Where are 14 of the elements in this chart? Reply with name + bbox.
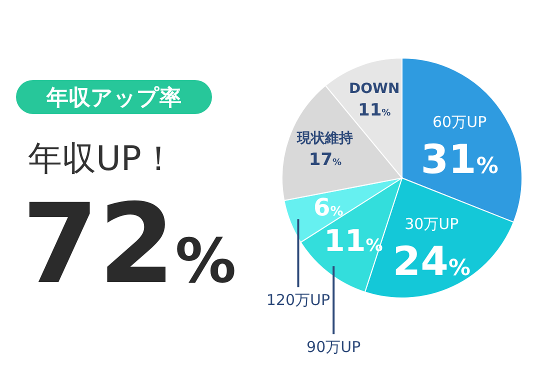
text: 72%	[22, 180, 236, 308]
data-label: 17%	[308, 150, 342, 170]
data-label: 24%	[392, 238, 470, 285]
slice-label: 現状維持	[296, 130, 354, 146]
slice-label: 120万UP	[266, 291, 330, 310]
text: 年収UP！	[28, 139, 176, 179]
data-label: 31%	[420, 136, 498, 183]
slice-label: 30万UP	[404, 214, 459, 233]
slice-label: 90万UP	[306, 338, 361, 356]
slice-label: 60万UP	[432, 112, 487, 131]
data-label: 6%	[313, 194, 344, 222]
slice-label: DOWN	[349, 81, 400, 98]
data-label: 11%	[358, 100, 391, 121]
title: 年収アップ率	[16, 80, 212, 114]
